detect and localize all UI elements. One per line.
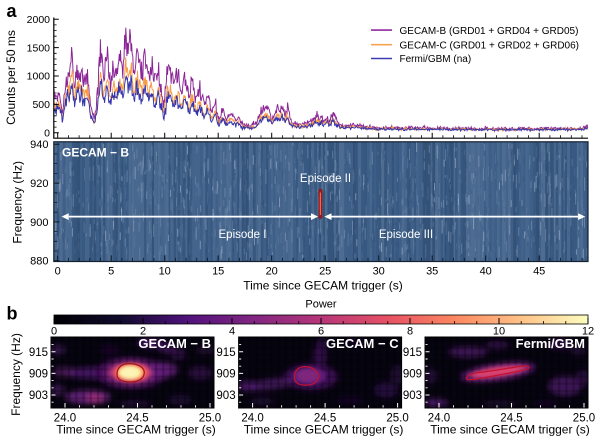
svg-text:12: 12	[582, 325, 594, 337]
svg-text:24.5: 24.5	[126, 412, 148, 424]
svg-text:35: 35	[426, 266, 438, 278]
svg-text:880: 880	[30, 256, 48, 268]
svg-text:940: 940	[30, 139, 48, 151]
svg-text:Power: Power	[305, 299, 337, 311]
svg-text:30: 30	[373, 266, 385, 278]
svg-text:40: 40	[480, 266, 492, 278]
svg-text:915: 915	[29, 347, 48, 359]
svg-text:Time since GECAM trigger (s): Time since GECAM trigger (s)	[56, 423, 216, 437]
svg-text:24.0: 24.0	[428, 412, 450, 424]
svg-text:GECAM − B: GECAM − B	[62, 146, 129, 160]
svg-text:25: 25	[319, 266, 331, 278]
svg-text:GECAM − B: GECAM − B	[138, 336, 211, 351]
svg-text:GECAM-C (GRD01 + GRD02 + GRD06: GECAM-C (GRD01 + GRD02 + GRD06)	[400, 40, 580, 51]
svg-text:0: 0	[44, 128, 50, 140]
svg-text:Episode II: Episode II	[300, 173, 351, 185]
svg-text:903: 903	[216, 390, 235, 402]
svg-text:909: 909	[403, 369, 422, 381]
svg-text:24.0: 24.0	[241, 412, 263, 424]
svg-text:920: 920	[30, 178, 48, 190]
svg-text:20: 20	[266, 266, 278, 278]
svg-text:a: a	[7, 1, 18, 21]
svg-text:Frequency (Hz): Frequency (Hz)	[11, 161, 25, 244]
svg-text:Time since GECAM trigger (s): Time since GECAM trigger (s)	[244, 423, 404, 437]
svg-text:903: 903	[29, 390, 48, 402]
svg-text:25.0: 25.0	[386, 412, 408, 424]
svg-text:24.0: 24.0	[54, 412, 76, 424]
svg-text:24.5: 24.5	[314, 412, 336, 424]
svg-text:909: 909	[216, 369, 235, 381]
svg-text:Episode III: Episode III	[379, 229, 433, 241]
svg-text:Fermi/GBM: Fermi/GBM	[516, 336, 585, 351]
svg-text:5: 5	[108, 266, 114, 278]
svg-text:25.0: 25.0	[573, 412, 595, 424]
svg-text:Episode I: Episode I	[219, 229, 267, 241]
svg-text:25.0: 25.0	[199, 412, 221, 424]
svg-text:GECAM-B (GRD01 + GRD04 + GRD05: GECAM-B (GRD01 + GRD04 + GRD05)	[400, 26, 579, 37]
svg-text:Fermi/GBM (na): Fermi/GBM (na)	[400, 54, 472, 65]
svg-text:6: 6	[318, 325, 324, 337]
svg-text:10: 10	[493, 325, 505, 337]
svg-text:b: b	[7, 304, 18, 324]
svg-text:1500: 1500	[27, 42, 51, 54]
svg-text:10: 10	[159, 266, 171, 278]
svg-text:915: 915	[403, 347, 422, 359]
svg-text:Frequency (Hz): Frequency (Hz)	[9, 333, 23, 416]
svg-text:500: 500	[32, 99, 50, 111]
svg-text:Time since GECAM trigger (s): Time since GECAM trigger (s)	[430, 423, 590, 437]
svg-text:915: 915	[216, 347, 235, 359]
svg-text:8: 8	[407, 325, 413, 337]
svg-text:903: 903	[403, 390, 422, 402]
svg-text:Counts per 50 ms: Counts per 50 ms	[4, 30, 18, 125]
svg-text:15: 15	[212, 266, 224, 278]
svg-text:24.5: 24.5	[500, 412, 522, 424]
svg-text:1000: 1000	[27, 71, 51, 83]
svg-text:0: 0	[51, 325, 57, 337]
svg-text:909: 909	[29, 369, 48, 381]
svg-text:Time since GECAM trigger (s): Time since GECAM trigger (s)	[243, 278, 403, 292]
svg-text:4: 4	[229, 325, 235, 337]
svg-text:45: 45	[533, 266, 545, 278]
svg-text:2: 2	[140, 325, 146, 337]
svg-text:GECAM − C: GECAM − C	[326, 336, 399, 351]
svg-text:2000: 2000	[27, 14, 51, 26]
svg-text:900: 900	[30, 217, 48, 229]
svg-text:0: 0	[55, 266, 61, 278]
